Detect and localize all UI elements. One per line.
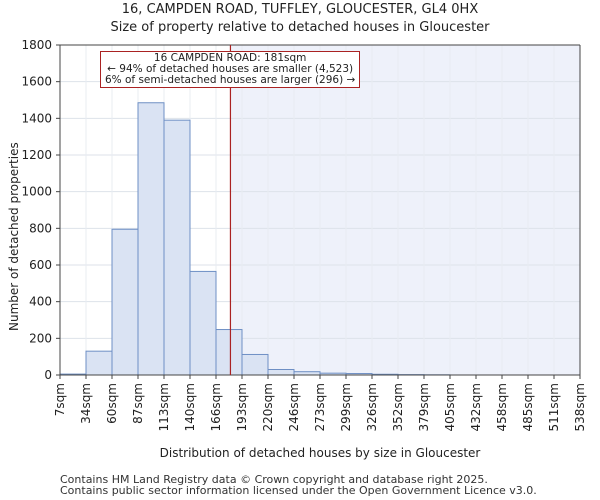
y-tick-label-1000: 1000 <box>21 185 52 199</box>
x-tick-label-458sqm: 458sqm <box>495 383 509 431</box>
x-tick-label-140sqm: 140sqm <box>183 383 197 431</box>
bar-113sqm <box>163 119 191 376</box>
y-tick-label-1800: 1800 <box>21 38 52 52</box>
x-tick-label-193sqm: 193sqm <box>235 383 249 431</box>
bar-166sqm <box>215 329 243 376</box>
y-axis-label: Number of detached properties <box>7 142 21 331</box>
x-tick-label-87sqm: 87sqm <box>131 383 145 424</box>
x-tick-label-352sqm: 352sqm <box>391 383 405 431</box>
y-tick-label-1600: 1600 <box>21 75 52 89</box>
x-tick-label-166sqm: 166sqm <box>209 383 223 431</box>
bar-60sqm <box>111 228 139 376</box>
x-tick-label-34sqm: 34sqm <box>79 383 93 424</box>
bar-87sqm <box>137 102 165 376</box>
bar-34sqm <box>85 350 113 376</box>
annotation-line-2: ← 94% of detached houses are smaller (4,… <box>107 63 354 75</box>
x-tick-label-60sqm: 60sqm <box>105 383 119 424</box>
x-tick-label-299sqm: 299sqm <box>339 383 353 431</box>
bar-193sqm <box>241 353 269 376</box>
x-tick-label-326sqm: 326sqm <box>365 383 379 431</box>
x-tick-label-273sqm: 273sqm <box>313 383 327 431</box>
x-axis-label: Distribution of detached houses by size … <box>159 446 481 460</box>
larger-region-shade <box>230 45 580 375</box>
y-tick-label-1200: 1200 <box>21 148 52 162</box>
y-tick-label-1400: 1400 <box>21 111 52 125</box>
annotation-line-1: 16 CAMPDEN ROAD: 181sqm <box>153 52 307 64</box>
x-tick-label-432sqm: 432sqm <box>469 383 483 431</box>
y-tick-label-800: 800 <box>29 221 52 235</box>
x-tick-label-7sqm: 7sqm <box>53 383 67 416</box>
x-tick-label-379sqm: 379sqm <box>417 383 431 431</box>
x-tick-label-405sqm: 405sqm <box>443 383 457 431</box>
bar-140sqm <box>189 270 217 376</box>
y-tick-label-200: 200 <box>29 331 52 345</box>
y-tick-label-0: 0 <box>44 368 52 382</box>
y-tick-label-600: 600 <box>29 258 52 272</box>
x-tick-label-113sqm: 113sqm <box>157 383 171 431</box>
x-tick-label-485sqm: 485sqm <box>521 383 535 431</box>
chart-subtitle: Size of property relative to detached ho… <box>110 20 490 35</box>
bar-220sqm <box>267 369 295 376</box>
x-tick-label-511sqm: 511sqm <box>547 383 561 431</box>
x-tick-label-538sqm: 538sqm <box>573 383 587 431</box>
y-tick-label-400: 400 <box>29 295 52 309</box>
x-tick-label-246sqm: 246sqm <box>287 383 301 431</box>
marker-annotation: 16 CAMPDEN ROAD: 181sqm ← 94% of detache… <box>100 51 361 88</box>
chart-title: 16, CAMPDEN ROAD, TUFFLEY, GLOUCESTER, G… <box>121 2 479 17</box>
footer-line-1: Contains HM Land Registry data © Crown c… <box>60 473 488 486</box>
x-tick-label-220sqm: 220sqm <box>261 383 275 431</box>
footer-line-2: Contains public sector information licen… <box>60 484 537 497</box>
annotation-line-3: 6% of semi-detached houses are larger (2… <box>105 74 356 86</box>
